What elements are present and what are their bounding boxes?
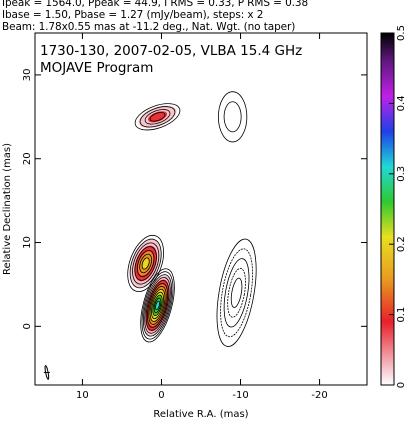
colorbar-tick-label: 0.2 [396, 236, 407, 252]
contour-line [144, 277, 171, 334]
colorbar-tick-label: 0.1 [396, 307, 407, 323]
contour-line [134, 103, 181, 131]
header-line-2: Ibase = 1.50, Pbase = 1.27 (mJy/beam), s… [2, 9, 264, 21]
plot-frame [34, 32, 368, 386]
contour-line [145, 280, 170, 331]
contour-line [227, 267, 246, 318]
y-tick-label: 0 [22, 323, 33, 329]
y-tick-label: 20 [22, 152, 33, 165]
contour-line [140, 268, 175, 343]
chart-title: 1730-130, 2007-02-05, VLBA 15.4 GHz [40, 43, 302, 59]
contour-line [148, 285, 167, 325]
x-tick-label: 0 [158, 390, 164, 401]
contour-line [141, 271, 174, 340]
contour-line [151, 291, 164, 319]
x-tick-label: -10 [232, 390, 248, 401]
colorbar-tick-label: 0.5 [396, 25, 407, 41]
x-tick-label: 10 [76, 390, 89, 401]
contour-line [134, 246, 157, 281]
colorbar-ticks: 0 0.1 0.2 0.3 0.4 0.5 [389, 25, 407, 388]
colorbar-tick-label: 0.4 [396, 95, 407, 111]
contour-line [149, 112, 166, 122]
contour-line [216, 238, 257, 347]
x-tick-label: -20 [311, 390, 327, 401]
colorbar-tick-label: 0.3 [396, 166, 407, 182]
contour-line [220, 248, 253, 338]
contour-line [132, 242, 160, 285]
contour-line [230, 277, 243, 308]
chart-subtitle: MOJAVE Program [40, 60, 153, 76]
contour-line [127, 234, 164, 292]
emission-fill [148, 111, 168, 123]
y-tick-label: 30 [22, 69, 33, 82]
header-line-1: Ipeak = 1564.0, Ppeak = 44.9, I RMS = 0.… [2, 0, 309, 9]
colorbar [380, 32, 395, 386]
contour-line [149, 288, 166, 322]
contour-line [139, 253, 153, 274]
contour-line [152, 294, 163, 317]
contour-line [153, 297, 162, 314]
contour-line [217, 91, 248, 143]
y-tick-label: 10 [22, 236, 33, 249]
colorbar-tick-label: 0 [396, 382, 407, 388]
contour-layer [43, 91, 257, 380]
contour-line [147, 283, 169, 328]
contour-line [141, 257, 150, 270]
y-axis-label: Relative Declination (mas) [2, 143, 13, 275]
x-axis-label: Relative R.A. (mas) [153, 409, 248, 420]
axis-ticks: 10 0 -10 -20 0 10 20 30 [22, 33, 367, 401]
contour-line [223, 258, 250, 328]
contour-line [155, 300, 160, 311]
contour-line [136, 249, 155, 277]
contour-line [139, 106, 176, 128]
contour-line [142, 274, 173, 337]
header-line-3: Beam: 1.78x0.55 mas at -11.2 deg., Nat. … [2, 21, 296, 33]
contour-line [144, 109, 171, 125]
contour-line [129, 238, 162, 289]
contour-line [223, 101, 242, 133]
